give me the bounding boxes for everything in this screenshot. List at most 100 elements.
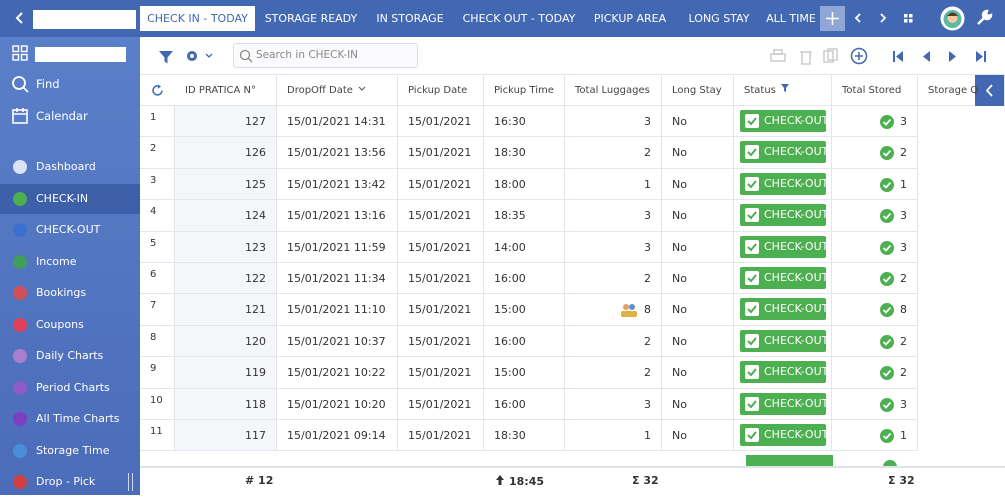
status-button[interactable]: CHECK-OUT bbox=[740, 298, 828, 321]
sidebar-link[interactable]: Coupons bbox=[0, 310, 140, 340]
prev-tab[interactable] bbox=[850, 10, 866, 26]
cell-text: 15/01/2021 10:20 bbox=[287, 397, 386, 411]
cell-text: 18:35 bbox=[494, 209, 526, 223]
table-body: 1 127 15/01/2021 14:31 15/01/2021 16:30 3 No CH… bbox=[140, 106, 1005, 466]
table-cell: 2 bbox=[832, 357, 918, 389]
sidebar-link[interactable]: Daily Charts bbox=[0, 341, 140, 371]
cell-text: 16:00 bbox=[494, 272, 526, 285]
next-tab[interactable] bbox=[875, 10, 891, 26]
status-button[interactable]: CHECK-OUT bbox=[740, 329, 828, 352]
cell-text: 122 bbox=[245, 272, 266, 285]
table-search[interactable]: Search in CHECK-IN bbox=[233, 43, 418, 68]
cell-text: 15/01/2021 bbox=[408, 177, 472, 191]
cell-text: No bbox=[672, 397, 687, 411]
sidebar-link[interactable]: CHECK-OUT bbox=[0, 215, 140, 245]
table-cell: 118 bbox=[175, 388, 277, 420]
sidebar-link[interactable]: Dashboard bbox=[0, 152, 140, 182]
column-header[interactable]: Total Stored bbox=[832, 75, 918, 106]
status-button[interactable]: CHECK-OUT bbox=[740, 424, 828, 446]
table-cell: 15/01/2021 bbox=[398, 137, 484, 169]
table-cell: 14:00 bbox=[484, 231, 565, 263]
refresh-button[interactable] bbox=[150, 83, 165, 98]
status-button[interactable]: CHECK-OUT bbox=[740, 392, 828, 415]
cell-text: No bbox=[672, 334, 687, 348]
pager[interactable] bbox=[890, 47, 990, 67]
sidebar-link[interactable]: Calendar bbox=[0, 101, 140, 131]
sidebar-link[interactable]: Period Charts bbox=[0, 373, 140, 403]
column-header[interactable]: Pickup Date bbox=[398, 75, 484, 106]
stored-check bbox=[880, 146, 894, 161]
sidebar-link[interactable]: CHECK-IN bbox=[0, 183, 140, 214]
filter-button[interactable] bbox=[158, 49, 174, 65]
sidebar-link[interactable]: Drop - Pick bbox=[0, 467, 140, 497]
sidebar-link[interactable]: Find bbox=[0, 69, 140, 99]
cell-text: 1 bbox=[644, 177, 651, 191]
status-button[interactable]: CHECK-OUT bbox=[740, 204, 828, 227]
search-placeholder: Search in CHECK-IN bbox=[256, 49, 359, 61]
search-input[interactable] bbox=[33, 10, 136, 29]
status-button[interactable]: CHECK-OUT bbox=[740, 267, 828, 289]
cell-text: 16:00 bbox=[494, 397, 526, 411]
column-header[interactable]: DropOff Date bbox=[277, 75, 398, 106]
status-button[interactable]: CHECK-OUT bbox=[740, 110, 828, 132]
table-cell: 8 bbox=[832, 294, 918, 326]
status-button[interactable]: CHECK-OUT bbox=[740, 141, 828, 164]
column-header[interactable]: Total Luggages bbox=[565, 75, 662, 106]
check-icon bbox=[745, 145, 759, 160]
status-button[interactable]: CHECK-OUT bbox=[740, 361, 829, 384]
table-cell: 1 bbox=[140, 106, 175, 138]
status-button[interactable]: CHECK-OUT bbox=[740, 172, 828, 195]
sidebar-link[interactable]: All Time Charts bbox=[0, 404, 140, 434]
table-cell: 7 bbox=[140, 294, 175, 326]
sidebar-link[interactable]: Bookings bbox=[0, 278, 140, 308]
sidebar-label: Daily Charts bbox=[36, 349, 104, 362]
column-header[interactable]: Status bbox=[734, 75, 832, 106]
settings-wrench[interactable] bbox=[974, 8, 994, 28]
column-header[interactable]: ID PRATICA N° bbox=[175, 75, 277, 106]
nav-tab[interactable]: LONG STAY bbox=[688, 12, 750, 25]
sidebar-link[interactable]: Income bbox=[0, 247, 140, 277]
table-cell: CHECK-OUT bbox=[734, 137, 832, 169]
cell-text: No bbox=[672, 177, 687, 191]
nav-tab[interactable]: STORAGE READY bbox=[264, 12, 358, 25]
table-cell: No bbox=[662, 263, 734, 295]
group-icon bbox=[621, 304, 637, 318]
resize-handle[interactable] bbox=[128, 473, 133, 491]
avatar[interactable] bbox=[940, 6, 965, 31]
table-cell: No bbox=[662, 106, 734, 138]
sort-icon[interactable] bbox=[357, 85, 367, 93]
cell-text: 127 bbox=[245, 115, 266, 128]
menu-icon bbox=[13, 286, 27, 300]
back-button[interactable] bbox=[12, 10, 28, 26]
stored-check-partial bbox=[883, 460, 897, 466]
footer-pickup: 18:45 bbox=[495, 474, 544, 488]
table-cell: 4 bbox=[140, 200, 175, 232]
column-header[interactable]: Pickup Time bbox=[484, 75, 565, 106]
apps-icon[interactable] bbox=[900, 10, 916, 26]
nav-tab[interactable]: CHECK IN - TODAY bbox=[140, 6, 255, 31]
menu-grid-icon[interactable] bbox=[12, 45, 28, 61]
column-header[interactable]: Long Stay bbox=[662, 75, 734, 106]
cell-text: 14:00 bbox=[494, 240, 526, 254]
status-label: CHECK-OUT bbox=[764, 365, 829, 379]
nav-tab[interactable]: IN STORAGE bbox=[376, 12, 444, 25]
settings-menu[interactable] bbox=[184, 48, 214, 64]
sidebar-input[interactable] bbox=[35, 47, 126, 62]
nav-tab[interactable]: CHECK OUT - TODAY bbox=[462, 12, 576, 25]
collapse-panel[interactable] bbox=[975, 75, 1005, 106]
cell-text: 124 bbox=[245, 209, 266, 223]
sidebar-label: Calendar bbox=[36, 108, 88, 123]
cell-text: 3 bbox=[900, 115, 907, 128]
check-icon bbox=[745, 396, 759, 411]
cell-text: 121 bbox=[245, 303, 266, 317]
sidebar-link[interactable]: Storage Time bbox=[0, 436, 140, 466]
nav-tab[interactable]: PICKUP AREA bbox=[593, 12, 667, 25]
table-cell: 15/01/2021 bbox=[398, 294, 484, 326]
filter-icon[interactable] bbox=[780, 83, 790, 93]
column-header[interactable]: Storage Q bbox=[918, 75, 1005, 106]
add-tab-button[interactable] bbox=[820, 6, 845, 31]
status-button[interactable]: CHECK-OUT bbox=[740, 235, 828, 258]
nav-tab[interactable]: ALL TIME bbox=[766, 12, 816, 25]
table-cell: 117 bbox=[175, 420, 277, 452]
